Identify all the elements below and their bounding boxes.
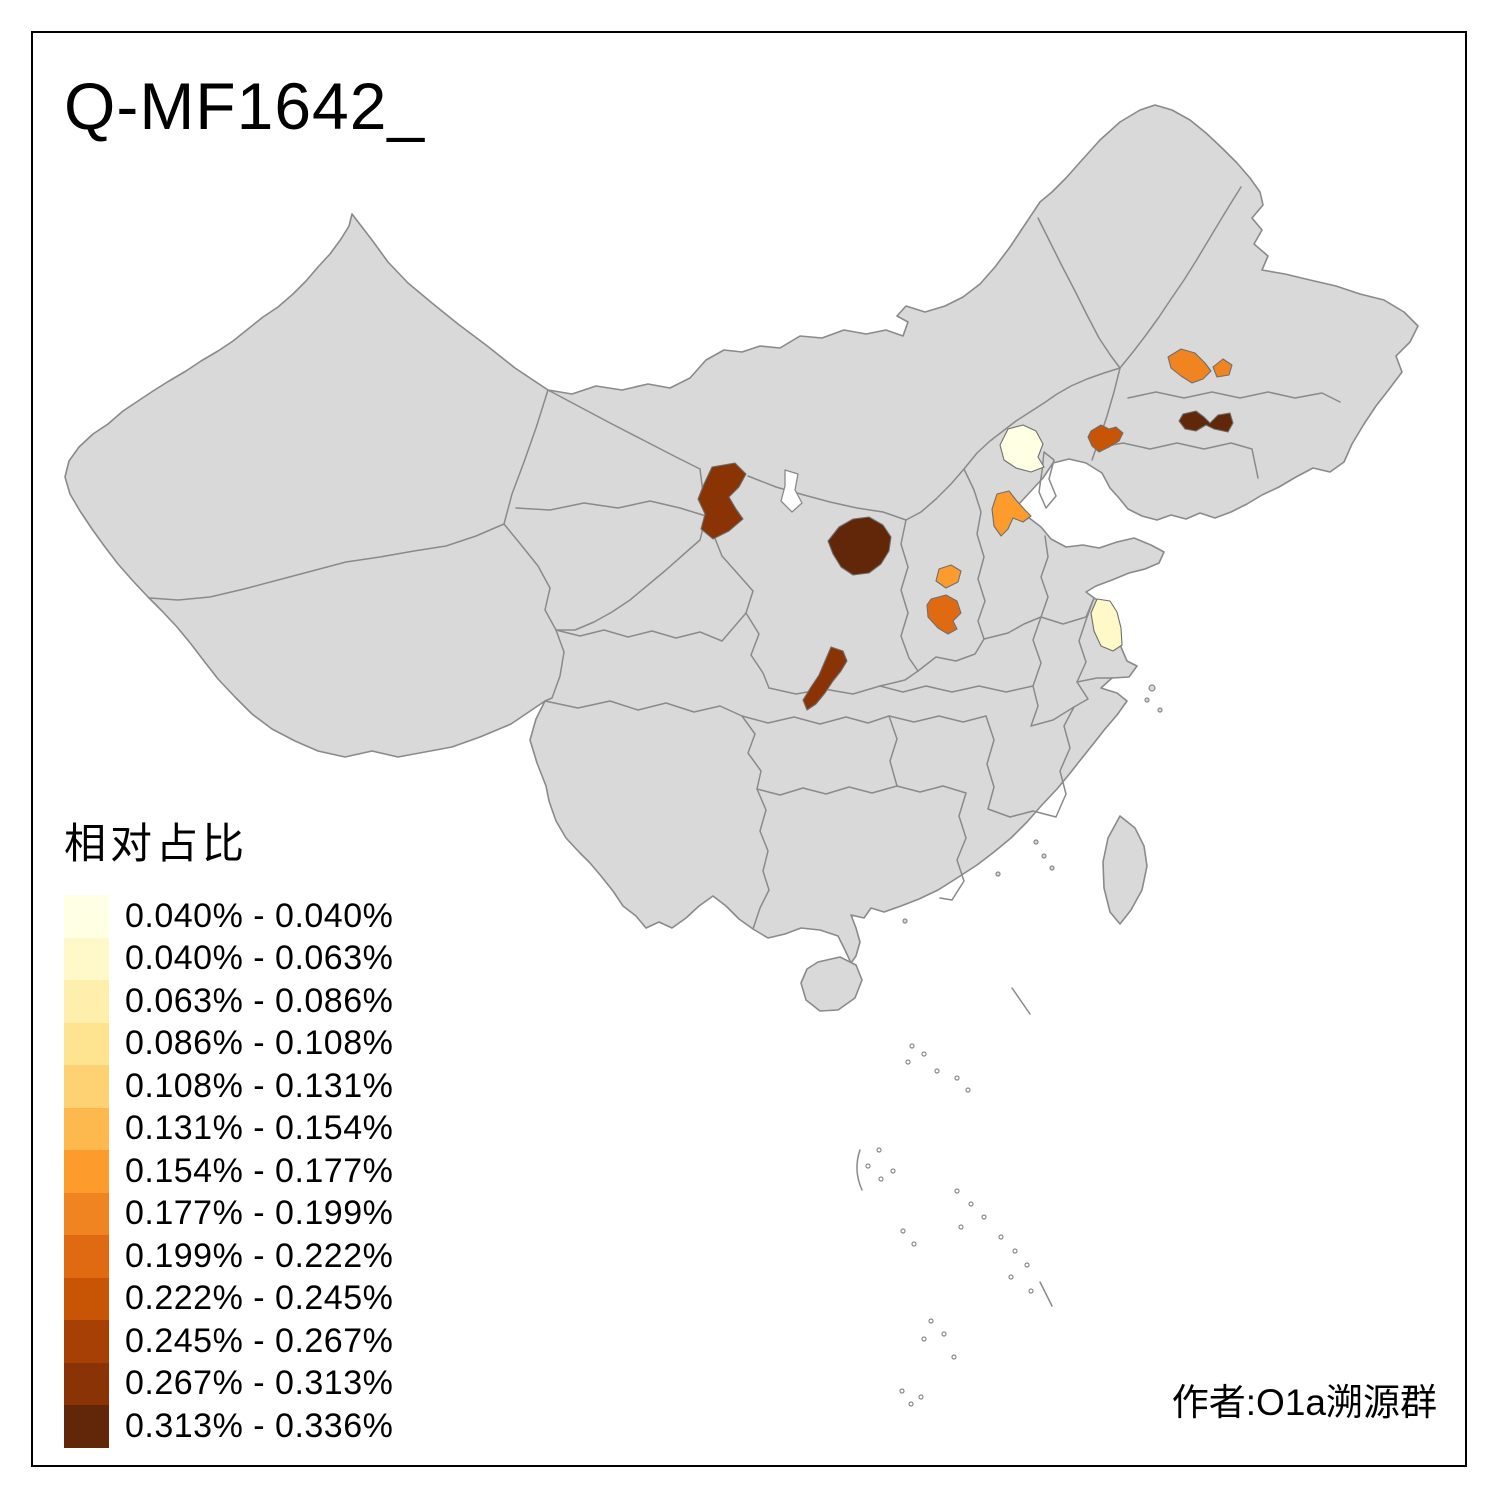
- legend-range-label: 0.063% - 0.086%: [125, 981, 394, 1020]
- legend-row: 0.245% - 0.267%: [64, 1320, 393, 1363]
- legend-row: 0.222% - 0.245%: [64, 1277, 394, 1320]
- region-north-shaanxi-area: [827, 516, 892, 576]
- region-central-jilin-area: [1178, 410, 1234, 433]
- legend-color-swatch: [64, 1277, 109, 1320]
- legend-color-swatch: [64, 1150, 109, 1193]
- china-mainland: [64, 104, 1419, 964]
- legend-title: 相对占比: [64, 820, 249, 867]
- legend-color-swatch: [64, 1107, 109, 1150]
- region-south-central-shanxi-area: [926, 594, 962, 635]
- legend-row: 0.040% - 0.040%: [64, 895, 393, 938]
- legend-row: 0.199% - 0.222%: [64, 1235, 393, 1278]
- legend-range-label: 0.199% - 0.222%: [125, 1236, 394, 1275]
- author-credit: 作者:O1a溯源群: [1171, 1382, 1437, 1423]
- legend-range-label: 0.040% - 0.040%: [125, 896, 394, 935]
- hainan-island: [800, 956, 863, 1012]
- south-china-sea-islets: [856, 684, 1163, 1407]
- region-beijing-area: [999, 424, 1045, 473]
- legend-color-swatch: [64, 1405, 109, 1448]
- legend-color-swatch: [64, 1320, 109, 1363]
- legend-row: 0.154% - 0.177%: [64, 1150, 393, 1193]
- legend-row: 0.040% - 0.063%: [64, 937, 394, 980]
- region-ningxia-area: [697, 462, 747, 540]
- legend-color-swatch: [64, 1022, 109, 1065]
- legend-range-label: 0.177% - 0.199%: [125, 1194, 394, 1233]
- legend-range-label: 0.108% - 0.131%: [125, 1066, 394, 1105]
- legend-range-label: 0.131% - 0.154%: [125, 1109, 394, 1148]
- province-borders: [149, 186, 1341, 930]
- region-chongqing-area: [802, 646, 848, 711]
- legend-range-label: 0.222% - 0.245%: [125, 1279, 394, 1318]
- legend: 相对占比 0.040% - 0.040% 0.040% - 0.063% 0.0…: [64, 810, 393, 1448]
- legend-color-swatch: [64, 1235, 109, 1278]
- region-coastal-jiangsu-area: [1090, 598, 1123, 652]
- legend-range-label: 0.086% - 0.108%: [125, 1024, 394, 1063]
- plot-title: Q-MF1642_: [64, 69, 426, 143]
- legend-color-swatch: [64, 1192, 109, 1235]
- legend-row: 0.267% - 0.313%: [64, 1362, 394, 1405]
- legend-row: 0.086% - 0.108%: [64, 1022, 394, 1065]
- legend-color-swatch: [64, 1065, 109, 1108]
- region-north-shanxi-area: [935, 564, 962, 589]
- legend-range-label: 0.245% - 0.267%: [125, 1321, 394, 1360]
- legend-color-swatch: [64, 937, 109, 980]
- legend-color-swatch: [64, 1362, 109, 1405]
- shaded-regions: [697, 348, 1234, 711]
- legend-range-label: 0.267% - 0.313%: [125, 1364, 394, 1403]
- legend-row: 0.313% - 0.336%: [64, 1405, 393, 1448]
- legend-color-swatch: [64, 980, 109, 1023]
- region-central-heilongjiang-area: [1167, 348, 1233, 384]
- legend-range-label: 0.040% - 0.063%: [125, 939, 394, 978]
- legend-row: 0.131% - 0.154%: [64, 1107, 394, 1150]
- unshaded-region: [780, 469, 803, 513]
- legend-color-swatch: [64, 895, 109, 938]
- legend-range-label: 0.154% - 0.177%: [125, 1151, 394, 1190]
- legend-row: 0.063% - 0.086%: [64, 980, 393, 1023]
- legend-row: 0.108% - 0.131%: [64, 1065, 393, 1108]
- legend-range-label: 0.313% - 0.336%: [125, 1406, 394, 1445]
- legend-row: 0.177% - 0.199%: [64, 1192, 394, 1235]
- taiwan-island: [1102, 815, 1148, 925]
- legend-rows: 0.040% - 0.040% 0.040% - 0.063% 0.063% -…: [64, 895, 393, 1448]
- region-central-liaoning-area: [1087, 424, 1124, 453]
- region-central-hebei-area: [991, 490, 1032, 537]
